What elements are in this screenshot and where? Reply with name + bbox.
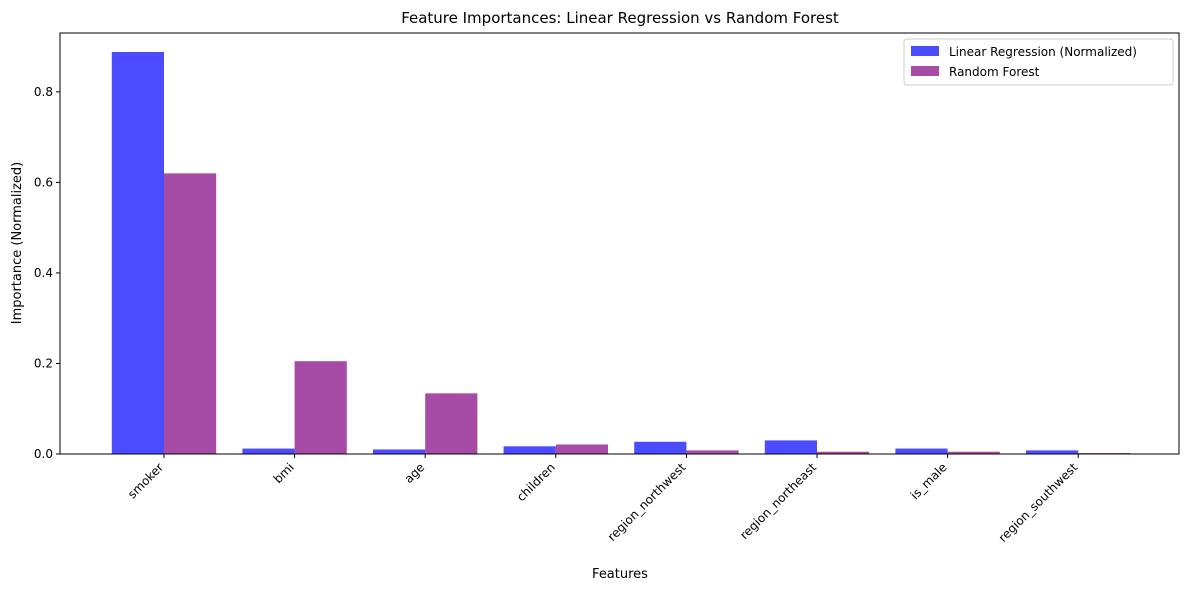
bar-linear-regression-region_northeast — [764, 440, 817, 454]
bar-random-forest-bmi — [294, 361, 347, 454]
x-axis-label: Features — [592, 567, 648, 582]
bar-linear-regression-bmi — [242, 448, 295, 454]
legend: Linear Regression (Normalized) Random For… — [903, 38, 1174, 86]
bar-linear-regression-children — [503, 446, 556, 454]
legend-swatch — [911, 46, 939, 56]
y-tick-label: 0.4 — [34, 266, 53, 280]
y-tick-label: 0.8 — [34, 85, 53, 99]
bar-linear-regression-age — [373, 449, 426, 454]
bar-random-forest-is_male — [947, 451, 1000, 454]
bar-linear-regression-smoker — [111, 52, 164, 454]
bar-random-forest-age — [425, 393, 478, 454]
bar-linear-regression-region_northwest — [634, 441, 687, 454]
legend-swatch — [911, 66, 939, 76]
y-axis: 0.0 0.2 0.4 0.6 0.8 — [34, 85, 60, 461]
bar-random-forest-smoker — [164, 173, 217, 455]
bar-random-forest-region_northwest — [686, 450, 739, 454]
chart-title: Feature Importances: Linear Regression v… — [401, 9, 839, 27]
plot-frame — [59, 32, 1180, 455]
y-tick-label: 0.6 — [34, 175, 53, 189]
legend-label: Random Forest — [949, 65, 1040, 79]
legend-label: Linear Regression (Normalized) — [949, 45, 1137, 59]
y-tick-label: 0.2 — [34, 356, 53, 370]
y-axis-label: Importance (Normalized) — [10, 162, 25, 325]
bar-linear-regression-is_male — [895, 448, 948, 454]
y-tick-label: 0.0 — [34, 447, 53, 461]
bar-random-forest-children — [555, 444, 608, 454]
bar-linear-regression-region_southwest — [1026, 450, 1079, 454]
bars-group — [111, 52, 1131, 455]
bar-random-forest-region_northeast — [817, 451, 870, 454]
legend-box — [903, 38, 1174, 86]
